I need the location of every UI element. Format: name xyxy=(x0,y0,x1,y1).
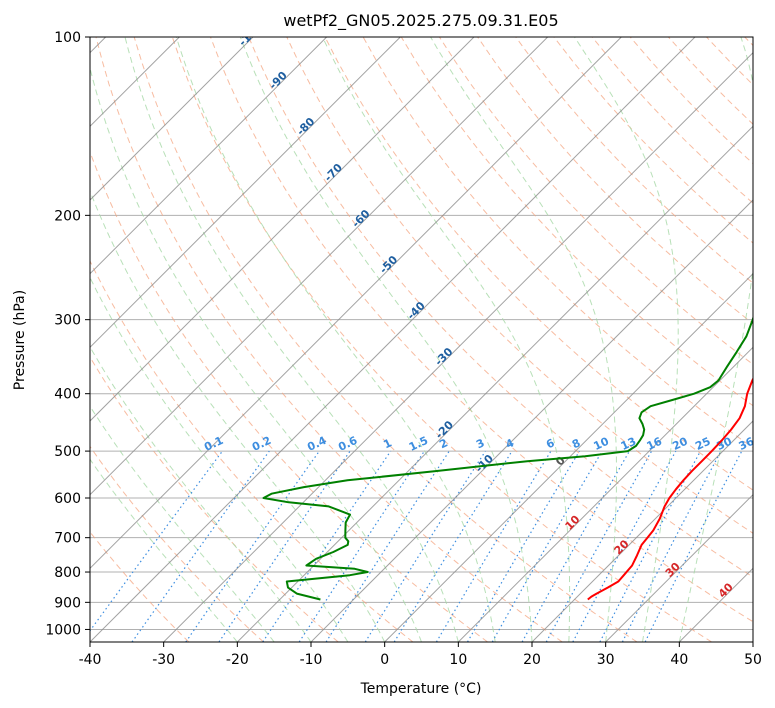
isotherm xyxy=(90,37,401,349)
y-tick-label: 600 xyxy=(54,491,81,507)
mixing-ratio-labels: 0.1 0.2 0.4 0.6 1 1.5 2 3 4 6 8 10 13 16 20 25 30 36 xyxy=(202,434,756,454)
moist-adiabat xyxy=(239,37,533,642)
mixing-ratio-line xyxy=(435,450,552,642)
mixing-ratio-line xyxy=(572,450,677,642)
x-axis: -40 -30 -20 -10 0 10 20 30 40 50 xyxy=(79,642,762,668)
x-tick-label: 10 xyxy=(449,652,467,668)
y-axis: 100 200 300 400 500 600 700 800 900 1000 xyxy=(45,30,90,638)
x-tick-label: 50 xyxy=(744,652,762,668)
y-tick-label: 500 xyxy=(54,444,81,460)
x-tick-label: 30 xyxy=(597,652,615,668)
moist-adiabat xyxy=(124,37,459,642)
dry-adiabat xyxy=(324,37,753,491)
moist-adiabat xyxy=(430,37,617,642)
y-tick-label: 200 xyxy=(54,208,81,224)
dry-adiabat xyxy=(133,37,638,642)
isotherm xyxy=(90,37,254,201)
moist-adiabat xyxy=(175,37,496,642)
profiles xyxy=(262,315,753,601)
isotherm-label: -100 xyxy=(236,20,265,49)
mixing-ratio-label: 16 xyxy=(645,435,665,453)
mixing-ratio-line xyxy=(262,450,392,642)
isotherm xyxy=(90,37,475,422)
y-tick-label: 100 xyxy=(54,30,81,46)
moist-adiabat xyxy=(574,37,679,642)
x-tick-label: 40 xyxy=(670,652,688,668)
moist-adiabat xyxy=(90,189,386,642)
mixing-ratio-label: 10 xyxy=(592,435,612,453)
moist-adiabat xyxy=(90,65,422,642)
isotherm xyxy=(384,272,753,642)
dry-adiabat xyxy=(90,259,414,642)
y-tick-label: 1000 xyxy=(45,622,81,638)
dewpoint-profile xyxy=(262,315,753,601)
isotherm xyxy=(90,37,549,496)
isotherm xyxy=(163,51,753,642)
mixing-ratio-line xyxy=(298,450,425,642)
dry-adiabat xyxy=(95,37,563,642)
isotherm xyxy=(90,37,696,642)
dry-adiabat xyxy=(286,37,753,534)
isotherm xyxy=(605,493,753,642)
moist-adiabat xyxy=(678,37,753,642)
y-axis-title: Pressure (hPa) xyxy=(12,290,28,390)
isotherm xyxy=(90,37,328,275)
dry-adiabat xyxy=(210,37,753,623)
chart-title: wetPf2_GN05.2025.275.09.31.E05 xyxy=(283,11,558,31)
dry-adiabat xyxy=(515,37,753,284)
isotherm xyxy=(236,125,753,642)
dry-adiabat xyxy=(248,37,753,578)
y-tick-label: 900 xyxy=(54,595,81,611)
mixing-ratio-line xyxy=(364,450,486,642)
y-tick-label: 400 xyxy=(54,387,81,403)
temperature-profile xyxy=(587,376,753,601)
plot-background xyxy=(90,37,753,642)
mixing-ratio-line xyxy=(218,450,351,642)
mixing-ratio-label: 25 xyxy=(693,435,712,453)
y-tick-label: 300 xyxy=(54,313,81,329)
mixing-ratio-line xyxy=(325,450,450,642)
mixing-ratio-line xyxy=(599,450,702,642)
mixing-ratio-label: 20 xyxy=(670,435,690,453)
mixing-ratio-label: 30 xyxy=(715,435,735,453)
background-lines xyxy=(90,37,753,642)
y-tick-label: 700 xyxy=(54,531,81,547)
plot-frame xyxy=(89,36,754,643)
moist-adiabat xyxy=(90,405,275,642)
mixing-ratio-label: 36 xyxy=(737,435,757,453)
x-tick-label: 20 xyxy=(523,652,541,668)
mixing-ratio-line xyxy=(466,450,580,642)
mixing-ratio-line xyxy=(185,450,320,642)
x-axis-title: Temperature (°C) xyxy=(360,681,482,697)
x-tick-label: -40 xyxy=(79,652,102,668)
isotherm xyxy=(310,199,753,642)
dry-adiabat xyxy=(90,445,264,642)
y-tick-label: 800 xyxy=(54,565,81,581)
dry-adiabat xyxy=(171,37,712,642)
moist-adiabat xyxy=(322,37,571,642)
isotherm xyxy=(752,641,753,642)
isotherm xyxy=(531,420,753,642)
x-tick-label: -10 xyxy=(300,652,323,668)
isotherm xyxy=(457,346,753,642)
x-tick-label: 0 xyxy=(380,652,389,668)
moist-adiabat xyxy=(90,458,238,642)
x-tick-label: -30 xyxy=(152,652,175,668)
x-tick-label: -20 xyxy=(226,652,249,668)
isotherm xyxy=(90,37,622,570)
